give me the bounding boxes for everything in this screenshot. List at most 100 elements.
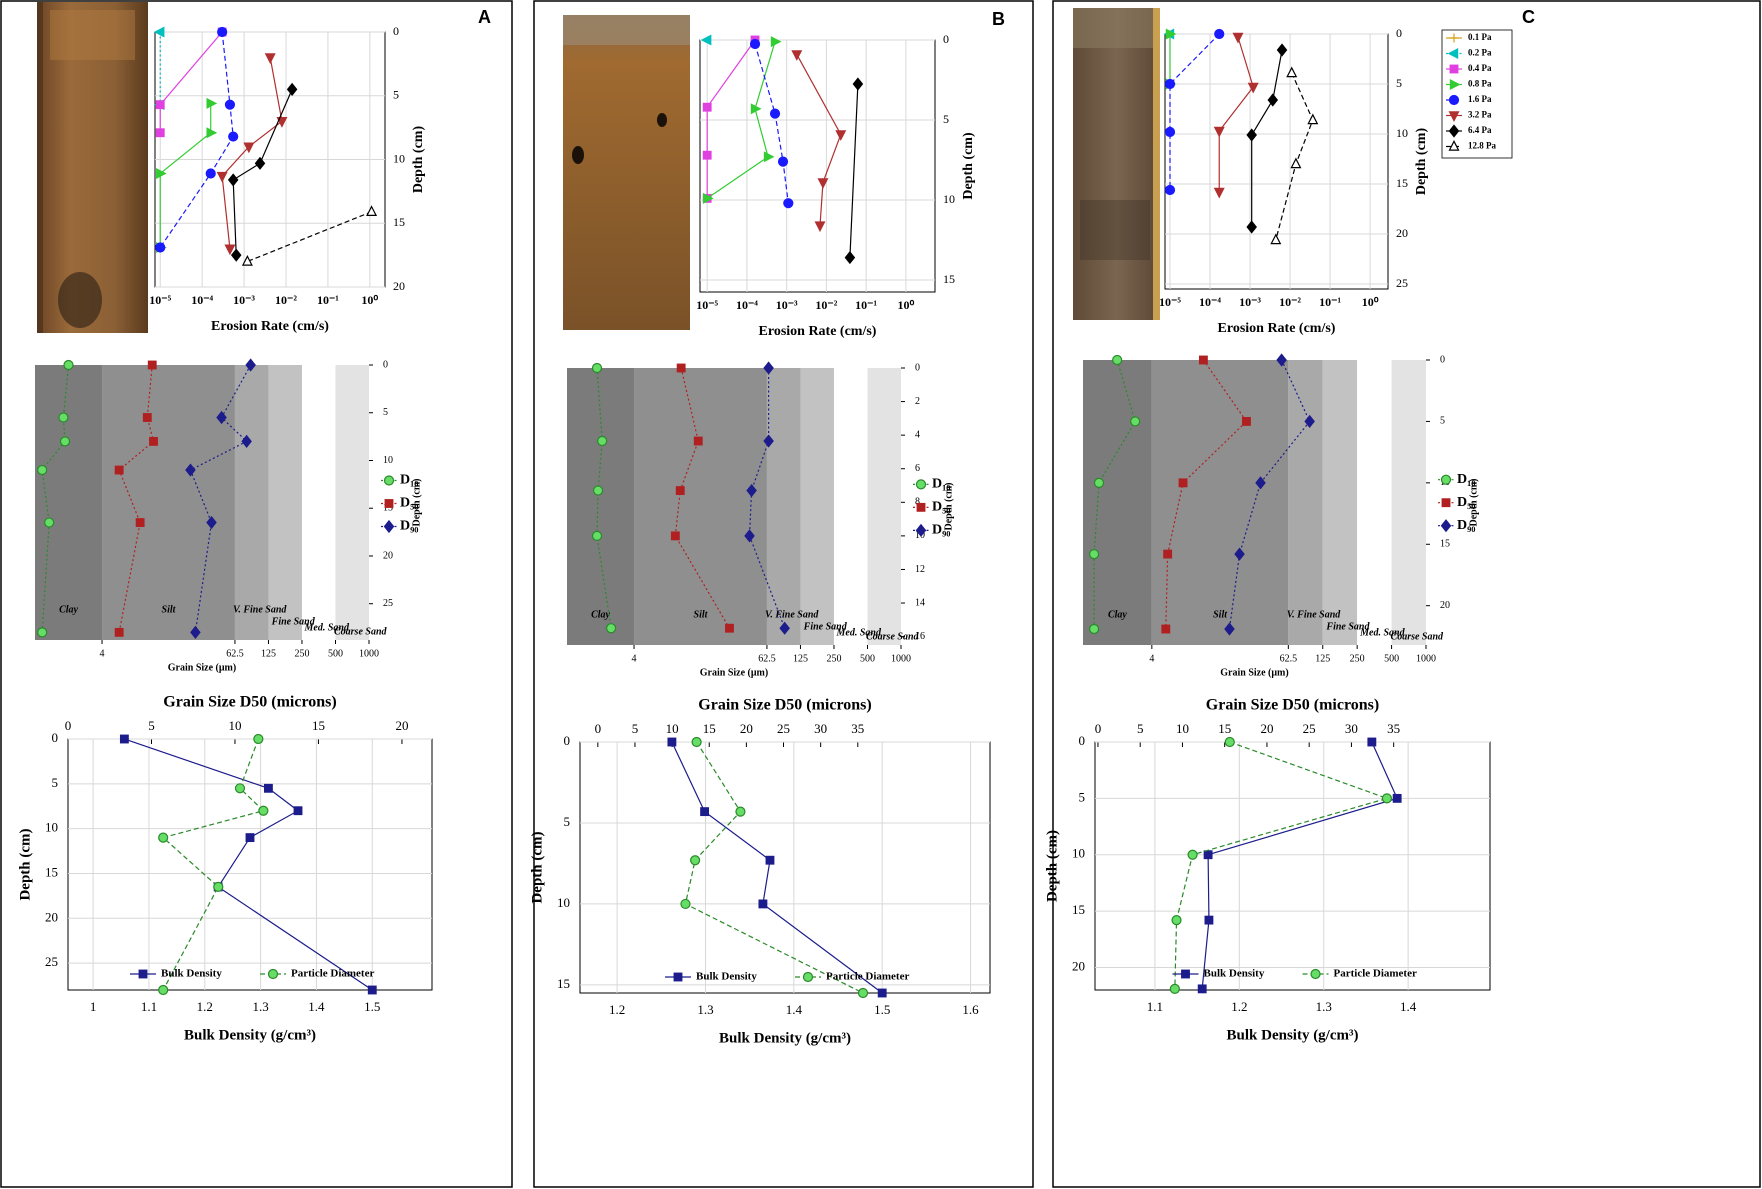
- marker: [293, 806, 303, 816]
- y-tick-label: 5: [383, 407, 388, 418]
- marker: [744, 529, 755, 543]
- series-line: [748, 368, 786, 629]
- x2-tick-label: 35: [851, 721, 864, 736]
- y-tick-label: 10: [943, 192, 955, 206]
- legend-marker: [916, 502, 926, 512]
- plot-frame: [1094, 741, 1491, 991]
- x-tick-label: 10⁻³: [776, 298, 798, 312]
- marker: [1213, 126, 1225, 138]
- panel-frame: [1052, 0, 1761, 1188]
- size-class-band: [102, 365, 235, 640]
- marker: [217, 26, 228, 38]
- x-tick-label: 62.5: [1280, 653, 1298, 664]
- marker: [158, 984, 169, 996]
- marker: [877, 988, 887, 998]
- marker: [1392, 793, 1402, 803]
- legend-marker: [1449, 79, 1461, 90]
- marker: [243, 142, 255, 154]
- marker: [37, 464, 48, 476]
- marker: [1247, 82, 1259, 94]
- marker: [779, 621, 790, 635]
- band-label: Fine Sand: [1325, 621, 1370, 632]
- y-tick-label: 15: [1072, 902, 1085, 917]
- legend-label: D₉₀: [1457, 518, 1476, 533]
- marker: [1367, 737, 1377, 747]
- size-class-band: [1083, 360, 1152, 645]
- x-tick-label: 125: [261, 648, 276, 659]
- size-class-band: [1288, 360, 1323, 645]
- y-tick-label: 10: [915, 530, 925, 541]
- marker: [216, 410, 227, 425]
- marker: [367, 985, 377, 995]
- band-label: Silt: [694, 609, 709, 620]
- marker: [1276, 43, 1288, 57]
- x-tick-label: 1.5: [364, 999, 380, 1014]
- marker: [119, 734, 129, 744]
- marker: [1286, 66, 1298, 78]
- legend-label: 12.8 Pa: [1468, 141, 1496, 151]
- legend-marker: [1449, 64, 1459, 74]
- series-line: [124, 738, 373, 991]
- x-axis-title: Grain Size (μm): [700, 667, 768, 678]
- marker: [1224, 622, 1235, 636]
- marker: [258, 805, 269, 816]
- x2-tick-label: 10: [228, 718, 241, 733]
- marker: [245, 833, 255, 843]
- marker: [1246, 220, 1257, 234]
- size-class-band: [1391, 360, 1426, 645]
- marker: [1163, 549, 1173, 559]
- y-axis-title: Depth (cm): [1044, 830, 1060, 902]
- legend-label: D₉₀: [932, 523, 951, 538]
- legend-label: D₅₀: [932, 500, 951, 515]
- marker: [135, 518, 145, 527]
- series-line: [754, 43, 789, 204]
- y-tick-label: 0: [943, 32, 949, 46]
- marker: [591, 530, 603, 541]
- y-tick-label: 0: [1440, 354, 1445, 365]
- marker: [777, 156, 789, 167]
- series-line: [1169, 33, 1220, 190]
- x2-tick-label: 0: [65, 718, 72, 733]
- x2-axis-title: Grain Size D50 (microns): [163, 694, 336, 711]
- x-tick-label: 1000: [359, 648, 379, 659]
- x-axis-title: Erosion Rate (cm/s): [759, 324, 877, 339]
- legend-label: D₁₀: [400, 473, 419, 488]
- marker: [857, 987, 869, 999]
- marker: [185, 463, 196, 477]
- size-class-band: [867, 368, 901, 645]
- legend-marker: [1448, 124, 1460, 138]
- y-tick-label: 10: [393, 151, 405, 165]
- marker: [676, 363, 686, 373]
- legend-marker: [673, 972, 683, 982]
- marker: [1224, 736, 1235, 748]
- x2-tick-label: 15: [703, 721, 716, 736]
- marker: [1234, 547, 1245, 561]
- y-axis-title: Depth (cm): [529, 831, 545, 903]
- y-tick-label: 10: [1072, 846, 1085, 861]
- x-tick-label: 10⁰: [897, 298, 914, 312]
- legend-label: Bulk Density: [161, 968, 222, 980]
- x-tick-label: 10⁻²: [815, 298, 837, 312]
- y-tick-label: 5: [1440, 416, 1445, 427]
- y-axis-title: Depth (cm): [17, 828, 33, 900]
- x2-tick-label: 20: [1260, 721, 1273, 736]
- y-tick-label: 4: [915, 429, 920, 440]
- x-tick-label: 10⁻⁴: [1199, 295, 1221, 309]
- marker: [142, 413, 152, 422]
- y-tick-label: 5: [564, 814, 571, 829]
- panel-label: B: [992, 9, 1005, 29]
- y-tick-label: 10: [383, 455, 393, 466]
- marker: [1270, 233, 1282, 245]
- marker: [1165, 28, 1177, 40]
- legend-marker: [1447, 48, 1459, 59]
- series-line: [1275, 72, 1314, 241]
- size-class-band: [268, 365, 302, 640]
- x2-tick-label: 5: [148, 718, 155, 733]
- legend-marker: [802, 971, 814, 983]
- legend-label: 3.2 Pa: [1468, 110, 1492, 120]
- marker: [190, 625, 201, 639]
- size-class-band: [301, 365, 336, 640]
- y-tick-label: 2: [915, 396, 920, 407]
- band-label: Silt: [162, 604, 177, 615]
